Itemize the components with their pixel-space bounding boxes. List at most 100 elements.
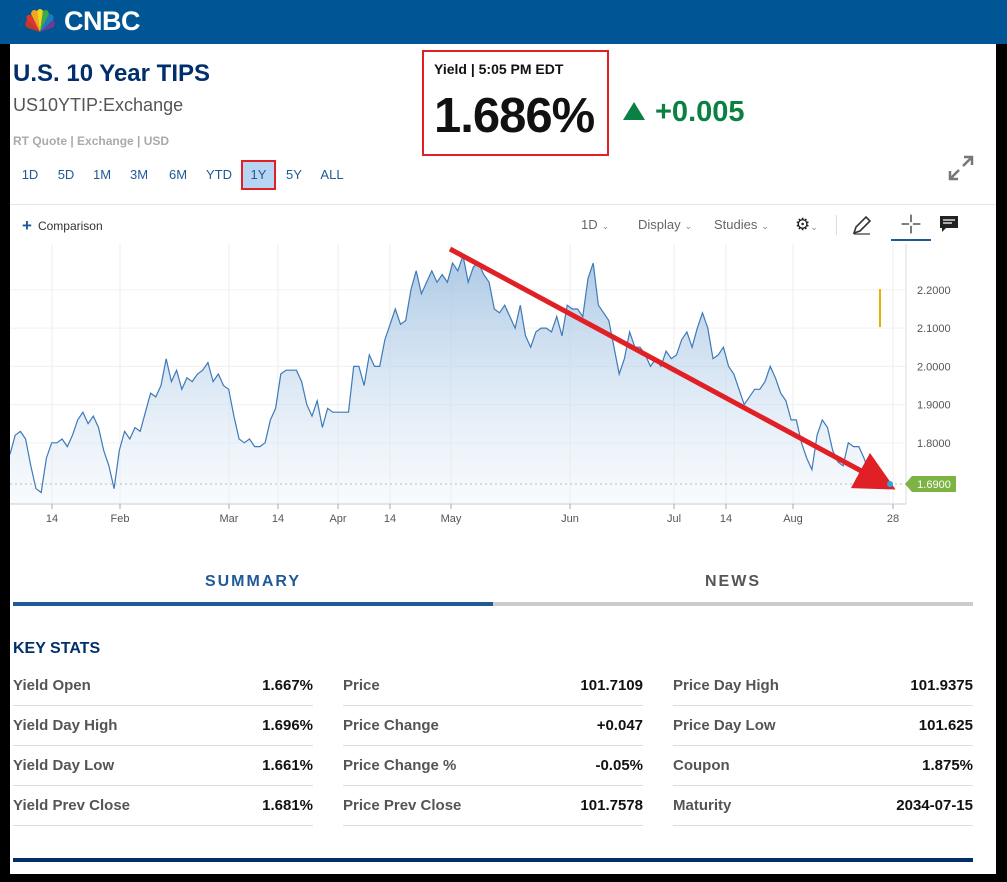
stat-label: Price Day High (673, 677, 779, 694)
range-tab-all[interactable]: ALL (320, 167, 344, 182)
x-tick-label: Jun (561, 513, 579, 525)
x-tick-label: Jul (667, 513, 681, 525)
x-tick-label: Apr (329, 513, 346, 525)
stat-value: -0.05% (595, 757, 643, 774)
display-label: Display (638, 217, 681, 232)
stat-row: Price Day Low 101.625 (673, 706, 973, 746)
stat-value: 101.7109 (580, 677, 643, 694)
crosshair-icon[interactable] (891, 209, 931, 241)
last-yield-box: Yield | 5:05 PM EDT 1.686% (422, 50, 609, 156)
x-axis-ticks: 14 Feb Mar 14 Apr 14 May Jun Jul 14 Aug 28 (46, 504, 899, 525)
range-tab-1m[interactable]: 1M (92, 167, 112, 182)
last-value-badge: 1.6900 (905, 476, 956, 492)
up-arrow-icon (623, 102, 645, 120)
x-tick-label: Aug (783, 513, 803, 525)
yield-line (10, 253, 890, 494)
studies-dropdown[interactable]: Studies ⌄ (714, 217, 769, 232)
cnbc-logo[interactable]: CNBC (20, 5, 141, 36)
pencil-icon[interactable] (850, 213, 874, 237)
stat-label: Coupon (673, 757, 730, 774)
comparison-button[interactable]: + Comparison (22, 216, 103, 235)
comment-icon[interactable] (938, 213, 960, 235)
chart-toolbar: + Comparison 1D ⌄ Display ⌄ Studies ⌄ ⚙⌄ (10, 204, 996, 244)
y-tick-label: 2.2000 (917, 285, 951, 297)
stat-value: 1.696% (262, 717, 313, 734)
chevron-down-icon: ⌄ (761, 221, 769, 231)
stat-label: Yield Open (13, 677, 91, 694)
x-tick-label: 14 (720, 513, 732, 525)
interval-label: 1D (581, 217, 598, 232)
studies-label: Studies (714, 217, 758, 232)
quote-symbol: US10YTIP:Exchange (13, 95, 184, 115)
x-tick-label: Mar (220, 513, 239, 525)
x-tick-label: Feb (111, 513, 130, 525)
yield-change-value: +0.005 (655, 96, 745, 128)
stat-label: Price Change (343, 717, 439, 734)
stat-label: Maturity (673, 797, 732, 814)
stat-row: Price Change +0.047 (343, 706, 643, 746)
range-tab-6m[interactable]: 6M (168, 167, 188, 182)
plus-icon: + (22, 216, 32, 235)
y-tick-label: 2.1000 (917, 323, 951, 335)
range-tab-5d[interactable]: 5D (57, 167, 75, 182)
quote-page: U.S. 10 Year TIPS US10YTIP:Exchange RT Q… (10, 44, 996, 874)
y-axis-ticks: 2.2000 2.1000 2.0000 1.9000 1.8000 (917, 285, 951, 450)
stat-value: 1.681% (262, 797, 313, 814)
stat-row: Yield Prev Close 1.681% (13, 786, 313, 826)
peacock-icon (25, 9, 55, 32)
y-tick-label: 2.0000 (917, 361, 951, 373)
stat-value: 1.661% (262, 757, 313, 774)
stat-row: Price Prev Close 101.7578 (343, 786, 643, 826)
stat-value: +0.047 (596, 717, 643, 734)
stat-row: Maturity 2034-07-15 (673, 786, 973, 826)
range-tab-1y[interactable]: 1Y (241, 160, 276, 190)
stat-row: Coupon 1.875% (673, 746, 973, 786)
stat-label: Price (343, 677, 380, 694)
gear-icon[interactable]: ⚙⌄ (795, 215, 818, 234)
comparison-label: Comparison (37, 219, 103, 233)
expand-icon[interactable] (947, 154, 975, 182)
bottom-divider (13, 858, 973, 862)
last-value-dot (887, 481, 893, 487)
stat-row: Yield Day High 1.696% (13, 706, 313, 746)
stat-value: 2034-07-15 (896, 797, 973, 814)
key-stats-title: KEY STATS (13, 640, 101, 657)
top-nav-bar: CNBC (0, 0, 1007, 44)
stat-label: Price Change % (343, 757, 457, 774)
x-tick-label: 14 (46, 513, 58, 525)
last-value-label: 1.6900 (917, 479, 951, 491)
stat-row: Yield Open 1.667% (13, 666, 313, 706)
stat-row: Price Day High 101.9375 (673, 666, 973, 706)
stat-row: Yield Day Low 1.661% (13, 746, 313, 786)
stat-value: 1.667% (262, 677, 313, 694)
stat-value: 101.9375 (910, 677, 973, 694)
stat-value: 101.625 (918, 717, 973, 734)
logo-text: CNBC (64, 5, 141, 36)
range-tab-3m[interactable]: 3M (129, 167, 149, 182)
key-stats-column-yield: Yield Open 1.667% Yield Day High 1.696% Yi… (13, 666, 313, 826)
chevron-down-icon: ⌄ (684, 221, 693, 231)
stat-row: Price 101.7109 (343, 666, 643, 706)
key-stats-column-details: Price Day High 101.9375 Price Day Low 101.… (673, 666, 973, 826)
quote-meta: RT Quote | Exchange | USD (13, 134, 170, 148)
chevron-down-icon: ⌄ (601, 221, 610, 231)
stat-label: Yield Day High (13, 717, 118, 734)
section-tabs: SUMMARY NEWS (13, 564, 973, 606)
stat-label: Price Prev Close (343, 797, 462, 814)
range-tab-1d[interactable]: 1D (21, 167, 39, 182)
x-tick-label: May (441, 513, 462, 525)
tab-news[interactable]: NEWS (493, 564, 973, 606)
yield-area (10, 255, 890, 504)
quote-title: U.S. 10 Year TIPS (13, 60, 211, 87)
last-yield-value: 1.686% (434, 89, 595, 143)
y-tick-label: 1.8000 (917, 438, 951, 450)
stat-label: Yield Prev Close (13, 797, 130, 814)
interval-dropdown[interactable]: 1D ⌄ (581, 217, 609, 232)
range-tab-ytd[interactable]: YTD (206, 167, 232, 182)
range-tab-5y[interactable]: 5Y (286, 167, 302, 182)
tab-summary[interactable]: SUMMARY (13, 564, 493, 606)
display-dropdown[interactable]: Display ⌄ (638, 217, 692, 232)
stat-value: 101.7578 (580, 797, 643, 814)
